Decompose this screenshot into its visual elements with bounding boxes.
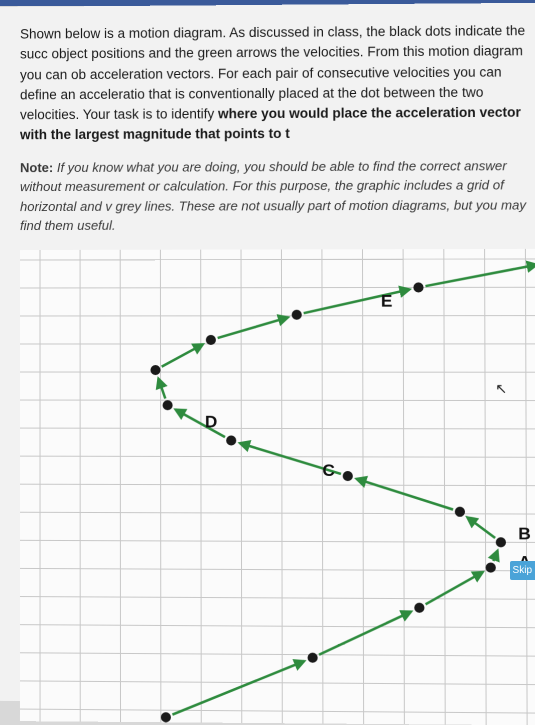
note-text: Note: If you know what you are doing, yo…	[20, 156, 526, 236]
diagram-svg	[20, 248, 535, 724]
label-D[interactable]: D	[205, 412, 217, 432]
motion-diagram[interactable]: A B C D E ↖	[20, 248, 535, 724]
label-B[interactable]: B	[518, 524, 531, 544]
label-E[interactable]: E	[381, 291, 393, 311]
cursor-icon: ↖	[495, 380, 507, 397]
page-content: Shown below is a motion diagram. As disc…	[0, 3, 535, 705]
note-label: Note:	[20, 160, 53, 175]
label-C[interactable]: C	[322, 460, 335, 480]
question-text: Shown below is a motion diagram. As disc…	[20, 21, 526, 146]
skip-button[interactable]: Skip	[510, 561, 535, 580]
